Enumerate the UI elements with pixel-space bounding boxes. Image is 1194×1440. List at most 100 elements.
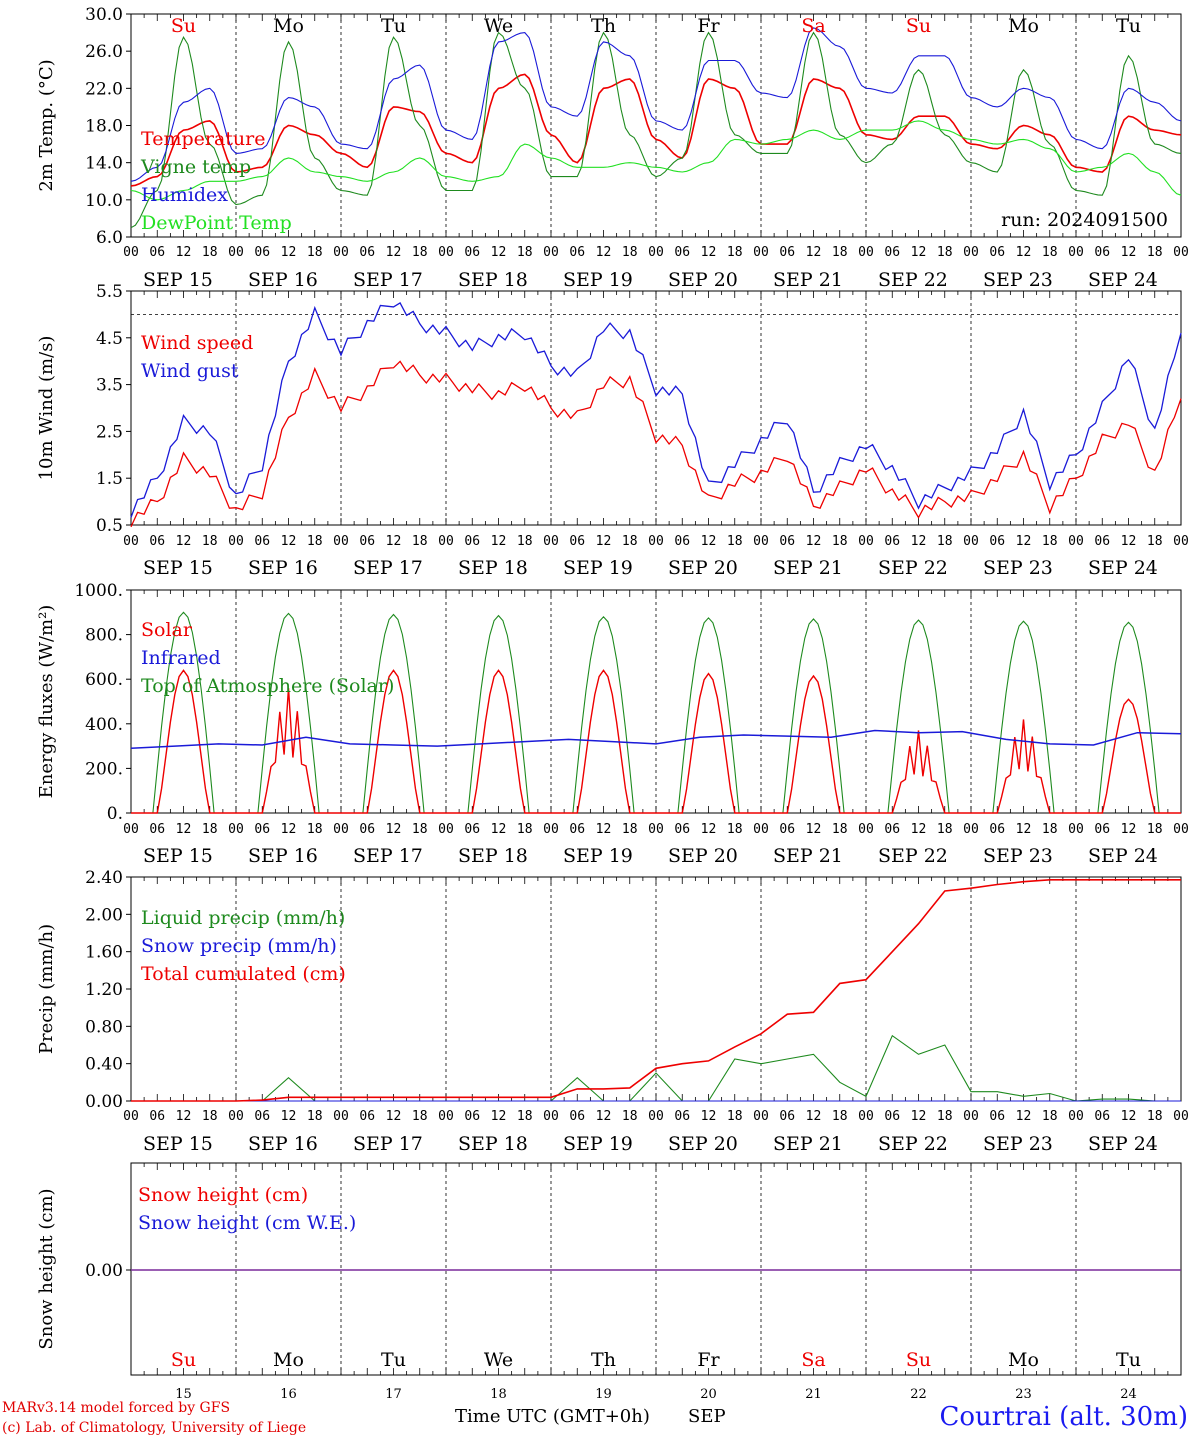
hour-tick-label: 00 [123, 245, 139, 260]
hour-tick-label: 12 [701, 245, 717, 260]
hour-tick-label: 06 [254, 822, 270, 837]
hour-tick-label: 00 [1173, 1109, 1189, 1124]
hour-tick-label: 18 [727, 822, 743, 837]
y-tick-label: 0.40 [85, 1055, 123, 1075]
date-label: SEP 17 [353, 845, 423, 867]
hour-tick-label: 18 [727, 1109, 743, 1124]
hour-tick-label: 18 [307, 245, 323, 260]
hour-tick-label: 12 [386, 534, 402, 549]
series-total-cumulated-cm- [131, 878, 1181, 1102]
hour-tick-label: 06 [884, 1109, 900, 1124]
day-name-label: We [484, 15, 513, 37]
hour-tick-label: 18 [622, 822, 638, 837]
hour-tick-label: 12 [176, 1109, 192, 1124]
hour-tick-label: 12 [911, 245, 927, 260]
date-label: SEP 18 [458, 557, 528, 579]
day-number-label: 23 [1015, 1387, 1032, 1402]
hour-tick-label: 12 [701, 1109, 717, 1124]
hour-tick-label: 12 [176, 245, 192, 260]
hour-tick-label: 06 [569, 534, 585, 549]
hour-tick-label: 06 [464, 245, 480, 260]
date-label: SEP 22 [878, 557, 948, 579]
y-tick-label: 0.00 [85, 1261, 123, 1281]
hour-tick-label: 12 [596, 534, 612, 549]
date-label: SEP 20 [668, 557, 738, 579]
hour-tick-label: 12 [701, 534, 717, 549]
hour-tick-label: 18 [832, 245, 848, 260]
hour-tick-label: 12 [491, 245, 507, 260]
hour-tick-label: 00 [543, 534, 559, 549]
hour-tick-label: 00 [963, 1109, 979, 1124]
day-number-label: 24 [1120, 1387, 1137, 1402]
hour-tick-label: 12 [806, 534, 822, 549]
hour-tick-label: 18 [937, 245, 953, 260]
legend-entry: Snow height (cm) [138, 1184, 308, 1206]
hour-tick-label: 12 [491, 1109, 507, 1124]
hour-tick-label: 00 [123, 534, 139, 549]
date-label: SEP 16 [248, 845, 318, 867]
date-label: SEP 21 [773, 845, 843, 867]
hour-tick-label: 12 [281, 534, 297, 549]
series-vigne-temp [130, 31, 1182, 229]
day-name-label: We [484, 1349, 513, 1371]
hour-tick-label: 06 [674, 534, 690, 549]
hour-tick-label: 00 [648, 822, 664, 837]
date-label: SEP 22 [878, 1133, 948, 1155]
hour-tick-label: 18 [1147, 245, 1163, 260]
hour-tick-label: 00 [963, 534, 979, 549]
date-label: SEP 15 [143, 845, 213, 867]
hour-tick-label: 18 [412, 245, 428, 260]
hour-tick-label: 18 [307, 1109, 323, 1124]
hour-tick-label: 00 [753, 245, 769, 260]
hour-tick-label: 06 [674, 1109, 690, 1124]
y-tick-label: 4.5 [96, 329, 123, 349]
hour-tick-label: 18 [622, 245, 638, 260]
y-axis-label: Precip (mm/h) [36, 924, 57, 1054]
day-name-label: Tu [1116, 1349, 1141, 1371]
hour-tick-label: 00 [543, 1109, 559, 1124]
time-axis-label: Time UTC (GMT+0h) [455, 1406, 650, 1427]
hour-tick-label: 12 [176, 534, 192, 549]
hour-tick-label: 06 [1094, 1109, 1110, 1124]
hour-tick-label: 06 [464, 1109, 480, 1124]
series-humidex [130, 27, 1182, 182]
date-label: SEP 15 [143, 557, 213, 579]
hour-tick-label: 18 [937, 822, 953, 837]
lab-credit: (c) Lab. of Climatology, University of L… [2, 1420, 307, 1436]
hour-tick-label: 00 [648, 245, 664, 260]
y-axis-label: Snow height (cm) [36, 1188, 57, 1349]
y-tick-label: 6.0 [96, 228, 123, 248]
day-name-label: Mo [273, 15, 304, 37]
date-label: SEP 15 [143, 1133, 213, 1155]
hour-tick-label: 00 [438, 822, 454, 837]
hour-tick-label: 00 [1173, 822, 1189, 837]
hour-tick-label: 00 [753, 1109, 769, 1124]
date-label: SEP 17 [353, 557, 423, 579]
hour-tick-label: 06 [149, 822, 165, 837]
hour-tick-label: 12 [1121, 822, 1137, 837]
hour-tick-label: 18 [202, 245, 218, 260]
date-label: SEP 24 [1088, 1133, 1158, 1155]
legend-entry: Humidex [141, 184, 228, 206]
hour-tick-label: 00 [648, 1109, 664, 1124]
day-name-label: Su [171, 15, 196, 37]
hour-tick-label: 18 [412, 822, 428, 837]
hour-tick-label: 00 [333, 822, 349, 837]
hour-tick-label: 00 [228, 534, 244, 549]
run-label: run: 2024091500 [1001, 209, 1168, 231]
hour-tick-label: 00 [228, 245, 244, 260]
day-number-label: 20 [700, 1387, 717, 1402]
hour-tick-label: 12 [1016, 822, 1032, 837]
day-name-label: Mo [1008, 15, 1039, 37]
y-tick-label: 2.00 [85, 905, 123, 925]
date-label: SEP 18 [458, 269, 528, 291]
hour-tick-label: 12 [281, 822, 297, 837]
hour-tick-label: 00 [1173, 534, 1189, 549]
hour-tick-label: 00 [1068, 245, 1084, 260]
hour-tick-label: 06 [149, 1109, 165, 1124]
hour-tick-label: 00 [753, 822, 769, 837]
date-label: SEP 21 [773, 1133, 843, 1155]
hour-tick-label: 06 [884, 822, 900, 837]
hour-tick-label: 18 [832, 1109, 848, 1124]
y-tick-label: 10.0 [85, 191, 123, 211]
